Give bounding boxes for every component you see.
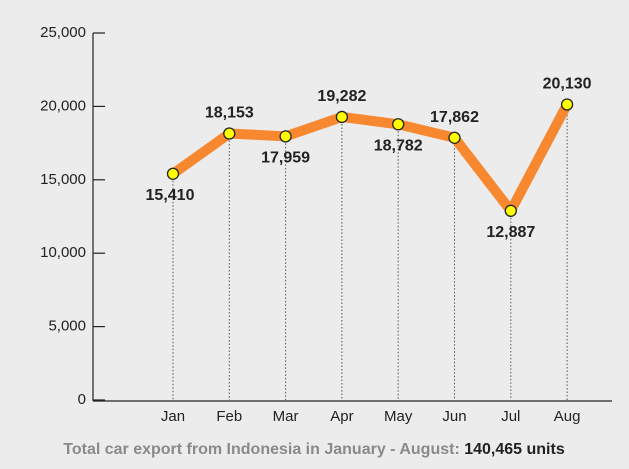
marker [335, 110, 349, 124]
caption-text: Total car export from Indonesia in Janua… [63, 441, 460, 458]
marker [392, 118, 405, 131]
x-tick-label: Mar [273, 408, 299, 425]
y-tick-label: 10,000 [40, 244, 86, 261]
data-label: 17,959 [261, 150, 310, 167]
data-label: 18,153 [205, 105, 254, 122]
y-tick-label: 20,000 [40, 97, 86, 114]
data-label: 17,862 [430, 109, 479, 126]
data-label: 20,130 [543, 76, 592, 93]
marker [279, 130, 292, 143]
y-tick-label: 25,000 [40, 24, 86, 41]
x-tick-label: Jun [442, 408, 466, 425]
y-tick-label: 5,000 [48, 318, 86, 335]
marker [223, 127, 236, 140]
marker [448, 131, 461, 144]
data-label: 12,887 [486, 224, 535, 241]
y-tick-label: 0 [78, 391, 86, 408]
marker [166, 167, 180, 180]
caption-total: 140,465 units [464, 441, 565, 458]
marker [504, 204, 517, 217]
data-label: 18,782 [374, 137, 423, 154]
x-tick-label: Jul [501, 408, 520, 425]
x-tick-label: Aug [554, 408, 581, 425]
caption: Total car export from Indonesia in Janua… [63, 441, 565, 458]
data-label: 19,282 [317, 88, 366, 105]
marker [560, 98, 574, 111]
x-tick-label: Apr [330, 408, 353, 425]
data-label: 15,410 [146, 187, 195, 204]
x-tick-label: Feb [216, 408, 242, 425]
y-tick-label: 15,000 [40, 171, 86, 188]
x-tick-label: May [384, 408, 413, 425]
line [170, 102, 572, 216]
x-tick-label: Jan [161, 408, 185, 425]
